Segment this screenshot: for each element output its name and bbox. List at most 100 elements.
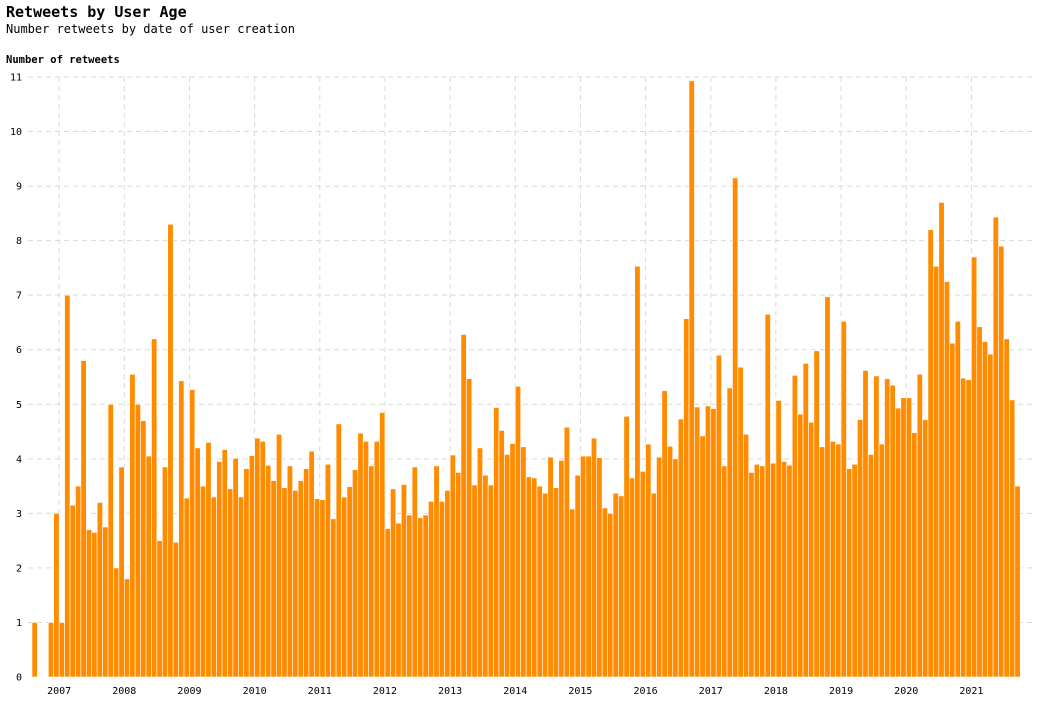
x-tick-label: 2007 (47, 686, 71, 697)
bar (715, 354, 722, 678)
bar (183, 497, 190, 678)
bar (759, 465, 766, 678)
bar (547, 456, 554, 678)
bar (281, 487, 288, 678)
bar (933, 265, 940, 678)
bar (303, 468, 310, 678)
bar (748, 472, 755, 678)
x-tick-label: 2014 (503, 686, 527, 697)
bar (53, 513, 60, 678)
bar (574, 474, 581, 678)
bar (862, 370, 869, 678)
bar (172, 541, 179, 678)
bar (628, 477, 636, 678)
y-tick-label: 3 (16, 509, 22, 520)
bar (248, 455, 255, 678)
bar (829, 441, 836, 678)
bar (949, 342, 956, 678)
bar (314, 498, 321, 678)
y-tick-label: 4 (16, 454, 22, 465)
bar (802, 363, 809, 678)
chart-subtitle: Number retweets by date of user creation (6, 22, 295, 36)
bar (705, 405, 712, 678)
bar (661, 390, 668, 678)
x-tick-labels: 2007 2008 2009 2010 2011 2012 2013 2014 2015 2016… (47, 686, 983, 697)
bar (487, 484, 494, 678)
bar (167, 223, 174, 678)
bar (786, 465, 793, 678)
bar (775, 400, 782, 678)
bar (438, 501, 445, 678)
bar (808, 421, 815, 678)
bar (753, 463, 760, 678)
bar (846, 468, 853, 678)
bar (270, 480, 277, 678)
bar (683, 318, 690, 678)
bar (113, 567, 120, 678)
bar (80, 360, 87, 678)
bar (194, 447, 201, 678)
y-axis-label: Number of retweets (6, 54, 120, 66)
bar (645, 443, 652, 678)
bar (341, 496, 348, 678)
bar (694, 406, 701, 678)
bar (319, 499, 326, 678)
y-tick-label: 1 (16, 618, 22, 629)
bar (960, 377, 967, 678)
bar (189, 389, 196, 678)
bar (368, 465, 375, 678)
bar (781, 461, 788, 678)
y-tick-label: 5 (16, 400, 22, 411)
x-tick-label: 2021 (959, 686, 983, 697)
bar (525, 476, 532, 678)
bar (656, 456, 663, 678)
bar (1014, 485, 1021, 678)
bar (699, 435, 706, 678)
bars (31, 80, 1021, 678)
bar (824, 296, 831, 678)
bar (677, 418, 684, 678)
bar (1003, 338, 1010, 678)
bar (417, 517, 424, 678)
bar (286, 465, 293, 678)
bar (75, 485, 82, 678)
bar (504, 454, 511, 678)
bar (96, 502, 103, 678)
bar (558, 460, 565, 678)
bar (601, 507, 608, 678)
bar (737, 366, 744, 678)
bar (145, 455, 152, 678)
bar (151, 338, 158, 678)
bar (390, 488, 397, 678)
bar (542, 492, 549, 678)
x-tick-label: 2009 (177, 686, 201, 697)
bar (31, 622, 38, 678)
bar (243, 468, 250, 678)
bar (954, 321, 961, 678)
bar (840, 321, 847, 678)
bar (943, 281, 950, 678)
bar (259, 441, 266, 678)
bar (536, 485, 543, 678)
bar (563, 426, 570, 678)
bar (428, 501, 435, 678)
bar (335, 423, 342, 678)
bar (162, 466, 169, 678)
x-tick-label: 2020 (894, 686, 918, 697)
bar (373, 441, 380, 678)
bar (971, 256, 978, 678)
bar (455, 472, 462, 678)
bar (916, 373, 923, 678)
bar (232, 457, 239, 678)
bar (362, 441, 369, 678)
bar (514, 385, 522, 678)
bar (238, 496, 245, 678)
bar (905, 397, 912, 678)
x-tick-label: 2011 (308, 686, 332, 697)
bar (476, 447, 483, 678)
bar (140, 420, 147, 678)
bar (938, 202, 945, 678)
bar (330, 518, 337, 678)
bar (308, 450, 315, 678)
bar (987, 353, 994, 678)
